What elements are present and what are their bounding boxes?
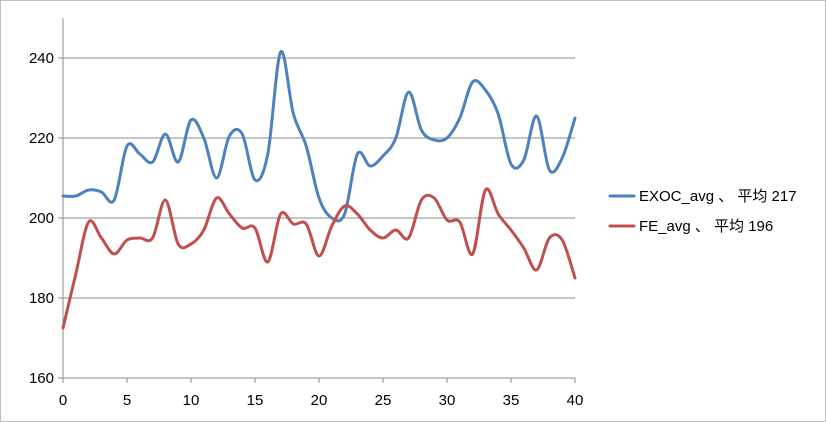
y-tick-label: 200 (29, 210, 54, 227)
y-tick-label: 180 (29, 290, 54, 307)
x-tick-label: 5 (123, 392, 131, 409)
y-tick-label: 220 (29, 130, 54, 147)
x-tick-label: 0 (59, 392, 67, 409)
gridlines (63, 57, 575, 299)
x-tick-label: 10 (183, 392, 200, 409)
x-tick-label: 35 (503, 392, 520, 409)
legend: EXOC_avg 、 平均 217 FE_avg 、 平均 196 (608, 188, 797, 235)
legend-label-2: FE_avg 、 平均 196 (639, 218, 773, 235)
x-tick-label: 30 (439, 392, 456, 409)
series-line-2 (61, 187, 577, 330)
y-tick-label: 160 (29, 370, 54, 387)
series-line-1 (61, 50, 577, 223)
x-axis-ticks: 0 5 10 15 20 25 30 35 40 (59, 378, 584, 409)
series-lines (61, 50, 577, 330)
x-tick-label: 15 (247, 392, 264, 409)
legend-label-1: EXOC_avg 、 平均 217 (639, 188, 797, 205)
x-tick-label: 25 (375, 392, 392, 409)
y-axis-ticks: 160 180 200 220 240 (29, 50, 63, 387)
y-tick-label: 240 (29, 50, 54, 67)
x-tick-label: 20 (311, 392, 328, 409)
x-tick-label: 40 (567, 392, 584, 409)
